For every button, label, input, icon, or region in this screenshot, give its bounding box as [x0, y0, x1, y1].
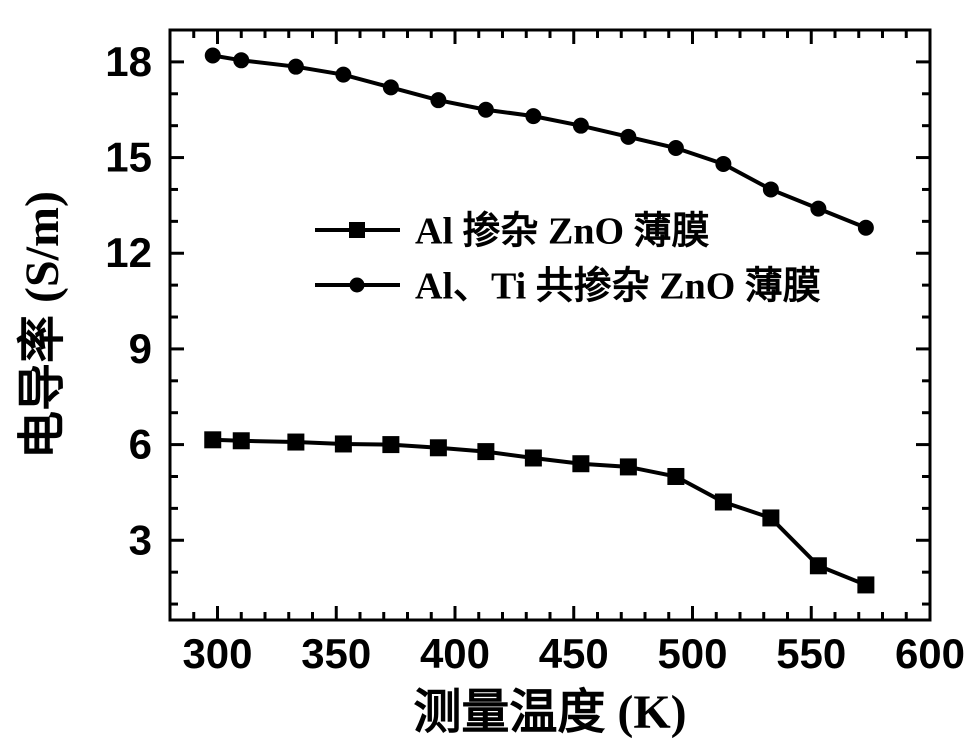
- marker-square: [430, 440, 446, 456]
- x-tick-label: 400: [420, 630, 490, 677]
- marker-square: [810, 558, 826, 574]
- y-tick-label: 18: [105, 38, 152, 85]
- marker-square: [205, 432, 221, 448]
- marker-circle: [431, 93, 446, 108]
- y-tick-label: 9: [129, 325, 152, 372]
- marker-square: [573, 456, 589, 472]
- y-tick-label: 3: [129, 516, 152, 563]
- chart-svg: 300 350 400 450 500 550 600 测量温度 (K) 3 6 9 12 15 18 电导…: [0, 0, 974, 754]
- marker-square: [478, 444, 494, 460]
- legend-label: Al 掺杂 ZnO 薄膜: [415, 210, 710, 252]
- marker-circle: [205, 48, 220, 63]
- marker-square: [233, 433, 249, 449]
- marker-circle: [478, 102, 493, 117]
- marker-circle: [668, 141, 683, 156]
- marker-square: [668, 468, 684, 484]
- x-tick-label: 300: [182, 630, 252, 677]
- marker-square: [763, 510, 779, 526]
- x-tick-label: 350: [301, 630, 371, 677]
- y-axis-label: 电导率 (S/m): [16, 191, 69, 459]
- marker-circle: [716, 156, 731, 171]
- marker-circle: [763, 182, 778, 197]
- y-tick-label: 12: [105, 229, 152, 276]
- marker-circle: [383, 80, 398, 95]
- marker-square: [383, 437, 399, 453]
- marker-circle: [811, 201, 826, 216]
- y-tick-label: 6: [129, 421, 152, 468]
- x-tick-label: 600: [895, 630, 965, 677]
- legend-marker-square: [349, 222, 365, 238]
- marker-circle: [288, 59, 303, 74]
- marker-square: [335, 436, 351, 452]
- y-tick-label: 15: [105, 134, 152, 181]
- marker-circle: [858, 220, 873, 235]
- x-axis-label: 测量温度 (K): [413, 686, 686, 739]
- marker-circle: [234, 53, 249, 68]
- x-tick-label: 450: [539, 630, 609, 677]
- marker-circle: [526, 109, 541, 124]
- marker-circle: [621, 129, 636, 144]
- marker-square: [288, 434, 304, 450]
- marker-square: [858, 577, 874, 593]
- legend-label: Al、Ti 共掺杂 ZnO 薄膜: [415, 265, 821, 307]
- marker-square: [715, 494, 731, 510]
- marker-circle: [336, 67, 351, 82]
- series-line-1: [213, 56, 866, 228]
- x-tick-label: 550: [776, 630, 846, 677]
- legend-marker-circle: [350, 278, 365, 293]
- chart-container: 300 350 400 450 500 550 600 测量温度 (K) 3 6 9 12 15 18 电导…: [0, 0, 974, 754]
- x-tick-label: 500: [657, 630, 727, 677]
- marker-square: [525, 450, 541, 466]
- marker-circle: [573, 118, 588, 133]
- marker-square: [620, 459, 636, 475]
